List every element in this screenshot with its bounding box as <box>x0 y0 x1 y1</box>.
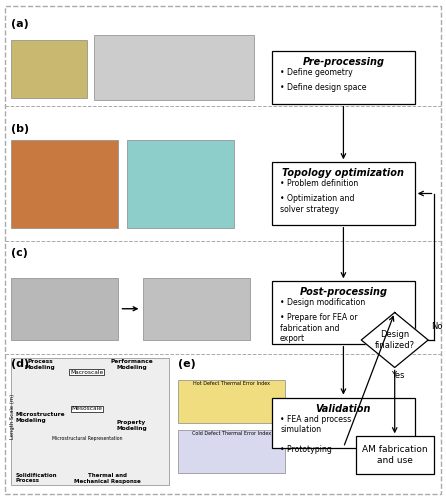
Text: Post-processing: Post-processing <box>299 287 388 297</box>
Text: Yes: Yes <box>392 372 405 380</box>
Text: Microstructural Representation: Microstructural Representation <box>52 436 122 441</box>
Bar <box>272 281 415 344</box>
Text: Topology optimization: Topology optimization <box>282 168 405 178</box>
Bar <box>272 52 415 104</box>
Bar <box>11 278 118 340</box>
Bar <box>94 35 254 100</box>
Text: Microstructure
Modeling: Microstructure Modeling <box>16 412 65 424</box>
Text: (d): (d) <box>11 359 29 369</box>
Text: • Problem definition: • Problem definition <box>280 180 358 188</box>
Text: • Define design space: • Define design space <box>280 84 367 92</box>
Text: • FEA and process
simulation: • FEA and process simulation <box>280 414 351 434</box>
Text: Performance
Modeling: Performance Modeling <box>110 359 153 370</box>
Bar <box>143 278 250 340</box>
Text: Solidification
Process: Solidification Process <box>16 472 57 484</box>
Bar <box>272 398 415 448</box>
Text: Cold Defect Thermal Error Index: Cold Defect Thermal Error Index <box>192 431 272 436</box>
Text: (c): (c) <box>11 248 28 258</box>
Bar <box>272 162 415 225</box>
Text: Pre-processing: Pre-processing <box>302 57 384 67</box>
Text: Design
finalized?: Design finalized? <box>375 330 415 349</box>
Bar <box>11 140 118 228</box>
Bar <box>178 380 285 422</box>
Text: (e): (e) <box>178 359 196 369</box>
Bar <box>127 140 234 228</box>
Text: Mesoscale: Mesoscale <box>71 406 103 412</box>
Text: • Optimization and
solver strategy: • Optimization and solver strategy <box>280 194 355 214</box>
Text: • Design modification: • Design modification <box>280 298 365 307</box>
Bar <box>178 430 285 472</box>
Text: Process
Modeling: Process Modeling <box>25 359 55 370</box>
Text: • Prepare for FEA or
fabrication and
export: • Prepare for FEA or fabrication and exp… <box>280 313 358 343</box>
Text: Length Scale (m): Length Scale (m) <box>10 394 15 438</box>
Text: AM fabrication
and use: AM fabrication and use <box>362 446 428 464</box>
Bar <box>11 40 87 98</box>
Bar <box>356 436 434 474</box>
Polygon shape <box>361 312 428 368</box>
Text: Hot Defect Thermal Error Index: Hot Defect Thermal Error Index <box>194 381 270 386</box>
Text: • Prototyping: • Prototyping <box>280 444 332 454</box>
Text: Property
Modeling: Property Modeling <box>116 420 147 431</box>
Text: Macroscale: Macroscale <box>70 370 103 374</box>
Text: Thermal and
Mechanical Response: Thermal and Mechanical Response <box>74 472 140 484</box>
Text: Validation: Validation <box>316 404 371 413</box>
Bar <box>11 358 169 485</box>
Text: No: No <box>431 322 442 331</box>
Text: (a): (a) <box>11 19 29 29</box>
Text: • Define geometry: • Define geometry <box>280 68 353 78</box>
Text: (b): (b) <box>11 124 29 134</box>
